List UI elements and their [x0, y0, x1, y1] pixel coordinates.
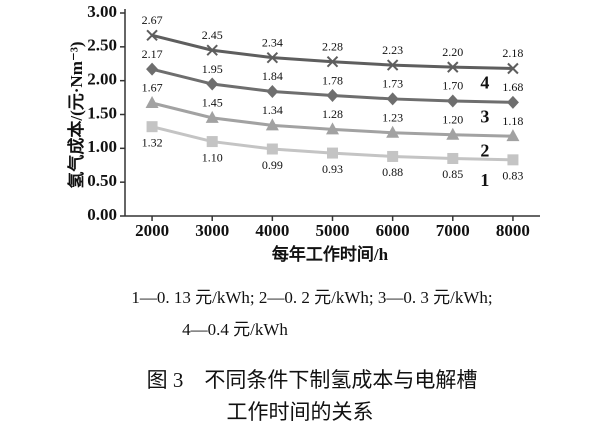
data-label: 2.23 — [382, 43, 403, 57]
data-label: 1.67 — [142, 81, 163, 95]
data-label: 1.68 — [502, 80, 523, 94]
marker — [386, 92, 399, 106]
note: 1—0. 13 元/kWh; 2—0. 2 元/kWh; 3—0. 3 元/kW… — [131, 288, 492, 307]
y-tick-label: 0.50 — [87, 171, 117, 190]
x-tick-label: 7000 — [436, 221, 470, 240]
y-tick-label: 2.00 — [87, 70, 117, 89]
y-tick-label: 1.50 — [87, 103, 117, 122]
data-label: 1.32 — [142, 135, 163, 149]
data-label: 1.84 — [262, 69, 283, 83]
y-tick-label: 2.50 — [87, 36, 117, 55]
data-label: 1.45 — [202, 96, 223, 110]
marker — [506, 95, 519, 109]
note: 4—0.4 元/kWh — [182, 320, 288, 339]
marker — [146, 62, 159, 76]
marker — [146, 121, 158, 133]
marker — [507, 62, 519, 75]
marker — [265, 118, 279, 131]
data-label: 1.18 — [502, 114, 523, 128]
x-tick-label: 8000 — [496, 221, 530, 240]
data-label: 1.10 — [202, 150, 223, 164]
data-label: 2.28 — [322, 39, 343, 53]
x-axis-label: 每年工作时间/h — [272, 244, 389, 264]
marker — [446, 127, 460, 140]
marker — [206, 77, 219, 91]
x-tick-label: 2000 — [135, 221, 169, 240]
marker — [387, 150, 399, 162]
data-label: 1.70 — [442, 79, 463, 93]
x-tick-label: 5000 — [316, 221, 350, 240]
marker — [266, 51, 279, 64]
y-tick-label: 0.00 — [87, 205, 117, 224]
data-label: 0.83 — [502, 169, 523, 183]
marker — [266, 84, 279, 98]
x-tick-label: 4000 — [255, 221, 289, 240]
series-label: 1 — [480, 170, 489, 190]
marker — [447, 152, 459, 164]
data-label: 2.34 — [262, 35, 283, 49]
data-label: 1.34 — [262, 103, 283, 117]
marker — [205, 110, 219, 123]
data-label: 1.28 — [322, 107, 343, 121]
marker — [266, 143, 278, 155]
marker — [507, 154, 519, 166]
x-tick-label: 3000 — [195, 221, 229, 240]
marker — [326, 56, 339, 68]
marker — [145, 95, 159, 108]
series-label: 2 — [480, 140, 489, 160]
data-label: 0.88 — [382, 165, 403, 179]
data-label: 2.17 — [142, 47, 163, 61]
figure-caption: 图 3 不同条件下制氢成本与电解槽 — [147, 368, 478, 392]
data-label: 1.20 — [442, 113, 463, 127]
data-label: 0.85 — [442, 167, 463, 181]
marker — [386, 125, 400, 138]
data-label: 1.23 — [382, 111, 403, 125]
data-label: 2.67 — [142, 13, 163, 27]
series-label: 4 — [480, 73, 489, 93]
marker — [326, 122, 339, 135]
marker — [326, 89, 339, 103]
data-label: 1.73 — [382, 77, 403, 91]
marker — [386, 59, 399, 71]
data-label: 0.93 — [322, 162, 343, 176]
data-label: 2.45 — [202, 28, 223, 42]
y-axis-label: 氢气成本/(元·Nm⁻³) — [66, 41, 86, 188]
data-label: 0.99 — [262, 158, 283, 172]
y-tick-label: 3.00 — [87, 2, 117, 21]
x-tick-label: 6000 — [376, 221, 410, 240]
data-label: 2.20 — [442, 45, 463, 59]
figure-caption: 工作时间的关系 — [227, 400, 374, 424]
marker — [206, 136, 218, 148]
marker — [206, 44, 218, 56]
marker — [447, 61, 459, 73]
marker — [446, 94, 459, 108]
series-label: 3 — [480, 106, 489, 126]
data-label: 1.78 — [322, 73, 343, 87]
data-label: 2.18 — [502, 46, 523, 60]
y-tick-label: 1.00 — [87, 137, 117, 156]
marker — [506, 129, 520, 142]
data-label: 1.95 — [202, 62, 223, 76]
marker — [146, 29, 158, 42]
marker — [327, 147, 338, 159]
